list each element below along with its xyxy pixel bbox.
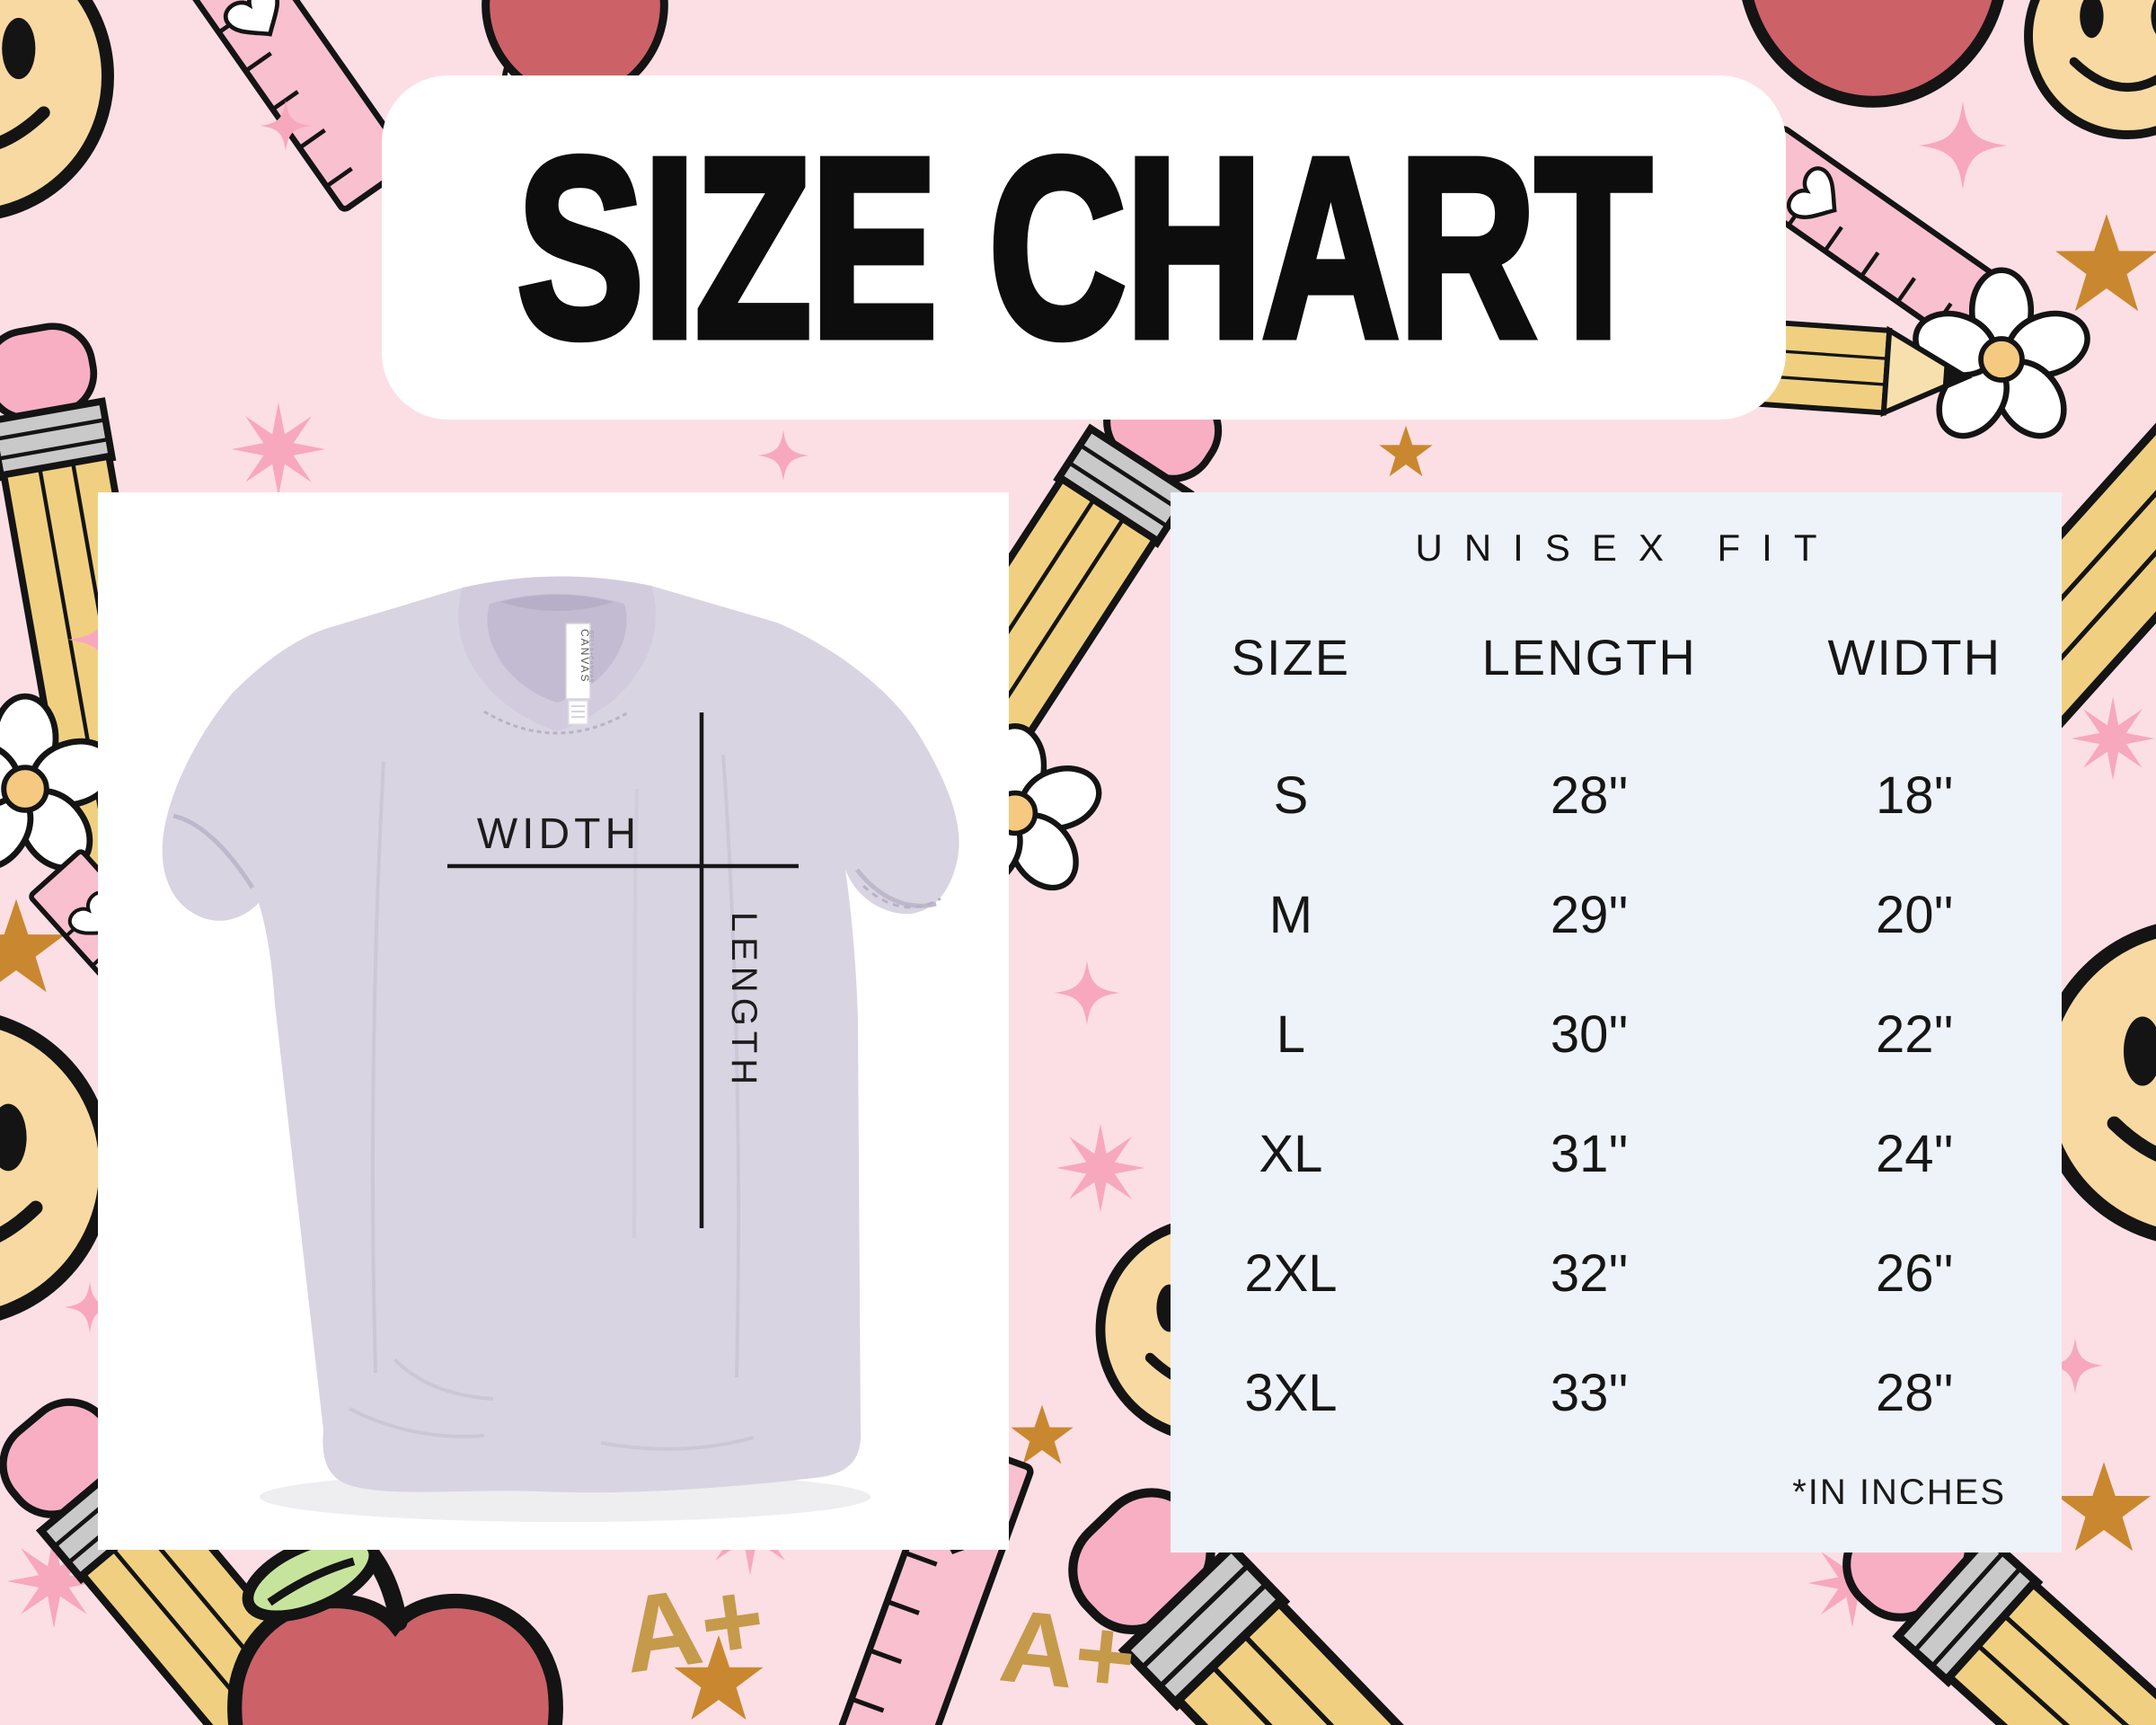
column-header-size: SIZE (1231, 629, 1351, 686)
units-footnote: *IN INCHES (1792, 1473, 2006, 1512)
size-value: L (1276, 1005, 1306, 1064)
length-value: 30'' (1550, 1005, 1629, 1064)
measurement-guides: WIDTH LENGTH (447, 712, 799, 1228)
table-header-row: SIZE LENGTH WIDTH (1171, 622, 2062, 694)
a-plus-doodle: A+ (994, 1588, 1141, 1717)
table-row: XL 31'' 24'' (1171, 1119, 2062, 1190)
table-heading: UNISEX FIT (1415, 526, 1839, 569)
neck-tag: CANVAS BELLA+CANVAS (565, 623, 593, 725)
length-label: LENGTH (724, 912, 764, 1090)
length-value: 31'' (1550, 1125, 1629, 1183)
a-plus-doodle: A+ (615, 1557, 772, 1696)
length-value: 29'' (1550, 886, 1629, 944)
width-value: 28'' (1875, 1364, 1954, 1422)
width-value: 20'' (1875, 886, 1954, 944)
size-value: M (1268, 886, 1313, 944)
width-value: 22'' (1875, 1005, 1954, 1064)
size-value: S (1273, 766, 1309, 825)
title-card: SIZE CHART (382, 75, 1786, 420)
tshirt-photo-panel: CANVAS BELLA+CANVAS WIDTH LENGTH (98, 492, 1009, 1550)
tag-brand-label: CANVAS (579, 629, 591, 683)
tshirt-measurement-diagram: CANVAS BELLA+CANVAS WIDTH LENGTH (162, 576, 959, 1522)
page-title: SIZE CHART (514, 100, 1655, 394)
tshirt-illustration: CANVAS BELLA+CANVAS (162, 576, 959, 1493)
length-value: 32'' (1550, 1244, 1629, 1303)
tag-sub-label: BELLA+CANVAS (588, 631, 593, 683)
table-row: M 29'' 20'' (1171, 880, 2062, 951)
width-value: 18'' (1875, 766, 1954, 825)
size-table-panel: UNISEX FIT SIZE LENGTH WIDTH S 28'' 18''… (1171, 492, 2062, 1552)
table-row: 2XL 32'' 26'' (1171, 1238, 2062, 1310)
table-row: 3XL 33'' 28'' (1171, 1358, 2062, 1429)
column-header-width: WIDTH (1827, 629, 2002, 686)
length-value: 33'' (1550, 1364, 1629, 1422)
length-value: 28'' (1550, 766, 1629, 825)
size-value: 2XL (1244, 1244, 1338, 1303)
width-label: WIDTH (477, 810, 641, 858)
size-value: 3XL (1244, 1364, 1338, 1422)
column-header-length: LENGTH (1481, 629, 1697, 686)
width-value: 26'' (1875, 1244, 1954, 1303)
width-value: 24'' (1875, 1125, 1954, 1183)
table-row: L 30'' 22'' (1171, 999, 2062, 1071)
table-row: S 28'' 18'' (1171, 760, 2062, 832)
size-value: XL (1259, 1125, 1323, 1183)
